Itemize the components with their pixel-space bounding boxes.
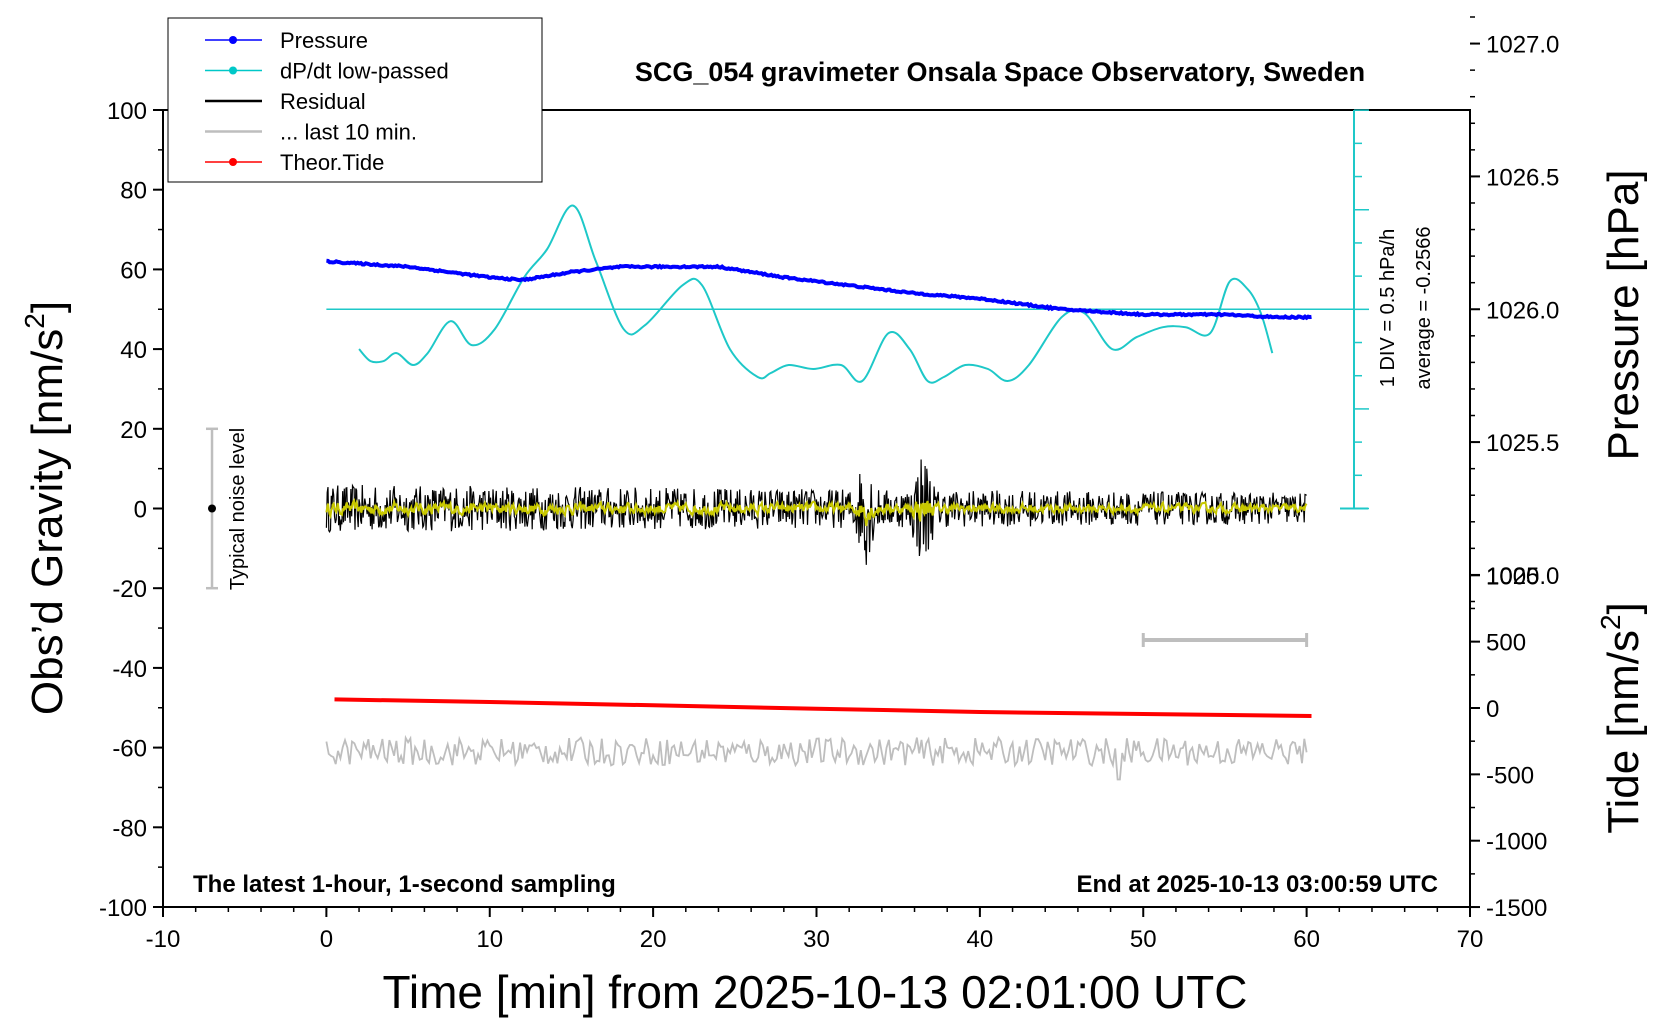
x-tick-label: 30	[803, 926, 830, 953]
y-axis-left-label: Obs’d Gravity [nm/s2]	[19, 301, 72, 715]
pressure-tick-label: 1025.5	[1486, 430, 1559, 457]
x-tick-label: -10	[146, 926, 181, 953]
y-tick-label: 80	[120, 178, 147, 205]
y-tick-label: 60	[120, 257, 147, 284]
pressure-tick-label: 1026.0	[1486, 297, 1559, 324]
x-tick-label: 0	[320, 926, 333, 953]
y-tick-label: -100	[99, 895, 147, 922]
pressure-axis-label: Pressure [hPa]	[1599, 169, 1648, 460]
y-tick-label: 40	[120, 337, 147, 364]
dpdt-average-note: average = -0.2566	[1413, 227, 1435, 390]
x-tick-label: 60	[1293, 926, 1320, 953]
noise-bar-center	[208, 504, 217, 513]
x-tick-label: 20	[640, 926, 667, 953]
residual-line	[325, 459, 1307, 565]
pressure-tick-label: 1025.0	[1486, 563, 1559, 590]
y-left-label-main: Obs’d Gravity [nm/s	[23, 329, 72, 715]
chart-title: SCG_054 gravimeter Onsala Space Observat…	[635, 57, 1365, 87]
y-tick-label: 100	[107, 98, 147, 125]
axes-group: -10 0 10 20 30 40 50 60 70100806040200-20-40-60-…	[99, 16, 1559, 953]
noise-level-label: Typical noise level	[227, 428, 249, 590]
y-tick-label: -40	[112, 656, 147, 683]
last-10-min-line	[325, 734, 1308, 781]
legend-marker	[229, 66, 237, 75]
tide-tick-label: -500	[1486, 762, 1534, 789]
tide-tick-label: -1500	[1486, 895, 1547, 922]
tide-label-sup: 2	[1595, 614, 1626, 630]
legend-label: Pressure	[280, 28, 368, 53]
pressure-line	[326, 258, 1312, 321]
tide-tick-label: 0	[1486, 696, 1499, 723]
tide-axis-label: Tide [nm/s2]	[1595, 602, 1648, 834]
pressure-tick-label: 1026.5	[1486, 164, 1559, 191]
tide-label-close: ]	[1599, 602, 1648, 614]
legend-label: dP/dt low-passed	[280, 59, 449, 84]
tide-tick-label: 500	[1486, 630, 1526, 657]
x-tick-label: 40	[967, 926, 994, 953]
x-tick-label: 70	[1457, 926, 1484, 953]
legend-label: Theor.Tide	[280, 150, 384, 175]
y-tick-label: 20	[120, 417, 147, 444]
legend-marker	[229, 158, 237, 166]
legend-label: Residual	[280, 89, 366, 114]
x-axis-label: Time [min] from 2025-10-13 02:01:00 UTC	[383, 966, 1248, 1018]
y-tick-label: -80	[112, 815, 147, 842]
dpdt-div-note: 1 DIV = 0.5 hPa/h	[1377, 229, 1399, 387]
y-tick-label: -60	[112, 736, 147, 763]
legend-marker	[229, 36, 237, 44]
y-left-label-sup: 2	[19, 313, 50, 329]
pressure-tick-label: 1027.0	[1486, 32, 1559, 59]
bottom-right-note: End at 2025-10-13 03:00:59 UTC	[1077, 871, 1439, 898]
legend: Pressure dP/dt low-passed Residual ... last…	[167, 17, 543, 183]
residual-smoothed-line	[325, 497, 1308, 527]
x-tick-label: 50	[1130, 926, 1157, 953]
bottom-left-note: The latest 1-hour, 1-second sampling	[193, 871, 616, 898]
legend-items: Pressure dP/dt low-passed Residual ... last…	[205, 28, 449, 175]
y-tick-label: -20	[112, 576, 147, 603]
y-left-label-close: ]	[23, 301, 72, 313]
tide-tick-label: -1000	[1486, 829, 1547, 856]
y-tick-label: 0	[134, 497, 147, 524]
tide-label-main: Tide [nm/s	[1599, 630, 1648, 834]
legend-label: ... last 10 min.	[280, 120, 417, 145]
tide-tick-label: 1000	[1486, 563, 1539, 590]
x-tick-label: 10	[476, 926, 503, 953]
dpdt-line	[358, 204, 1274, 384]
theor-tide-line	[334, 697, 1312, 718]
series-group	[206, 109, 1370, 781]
